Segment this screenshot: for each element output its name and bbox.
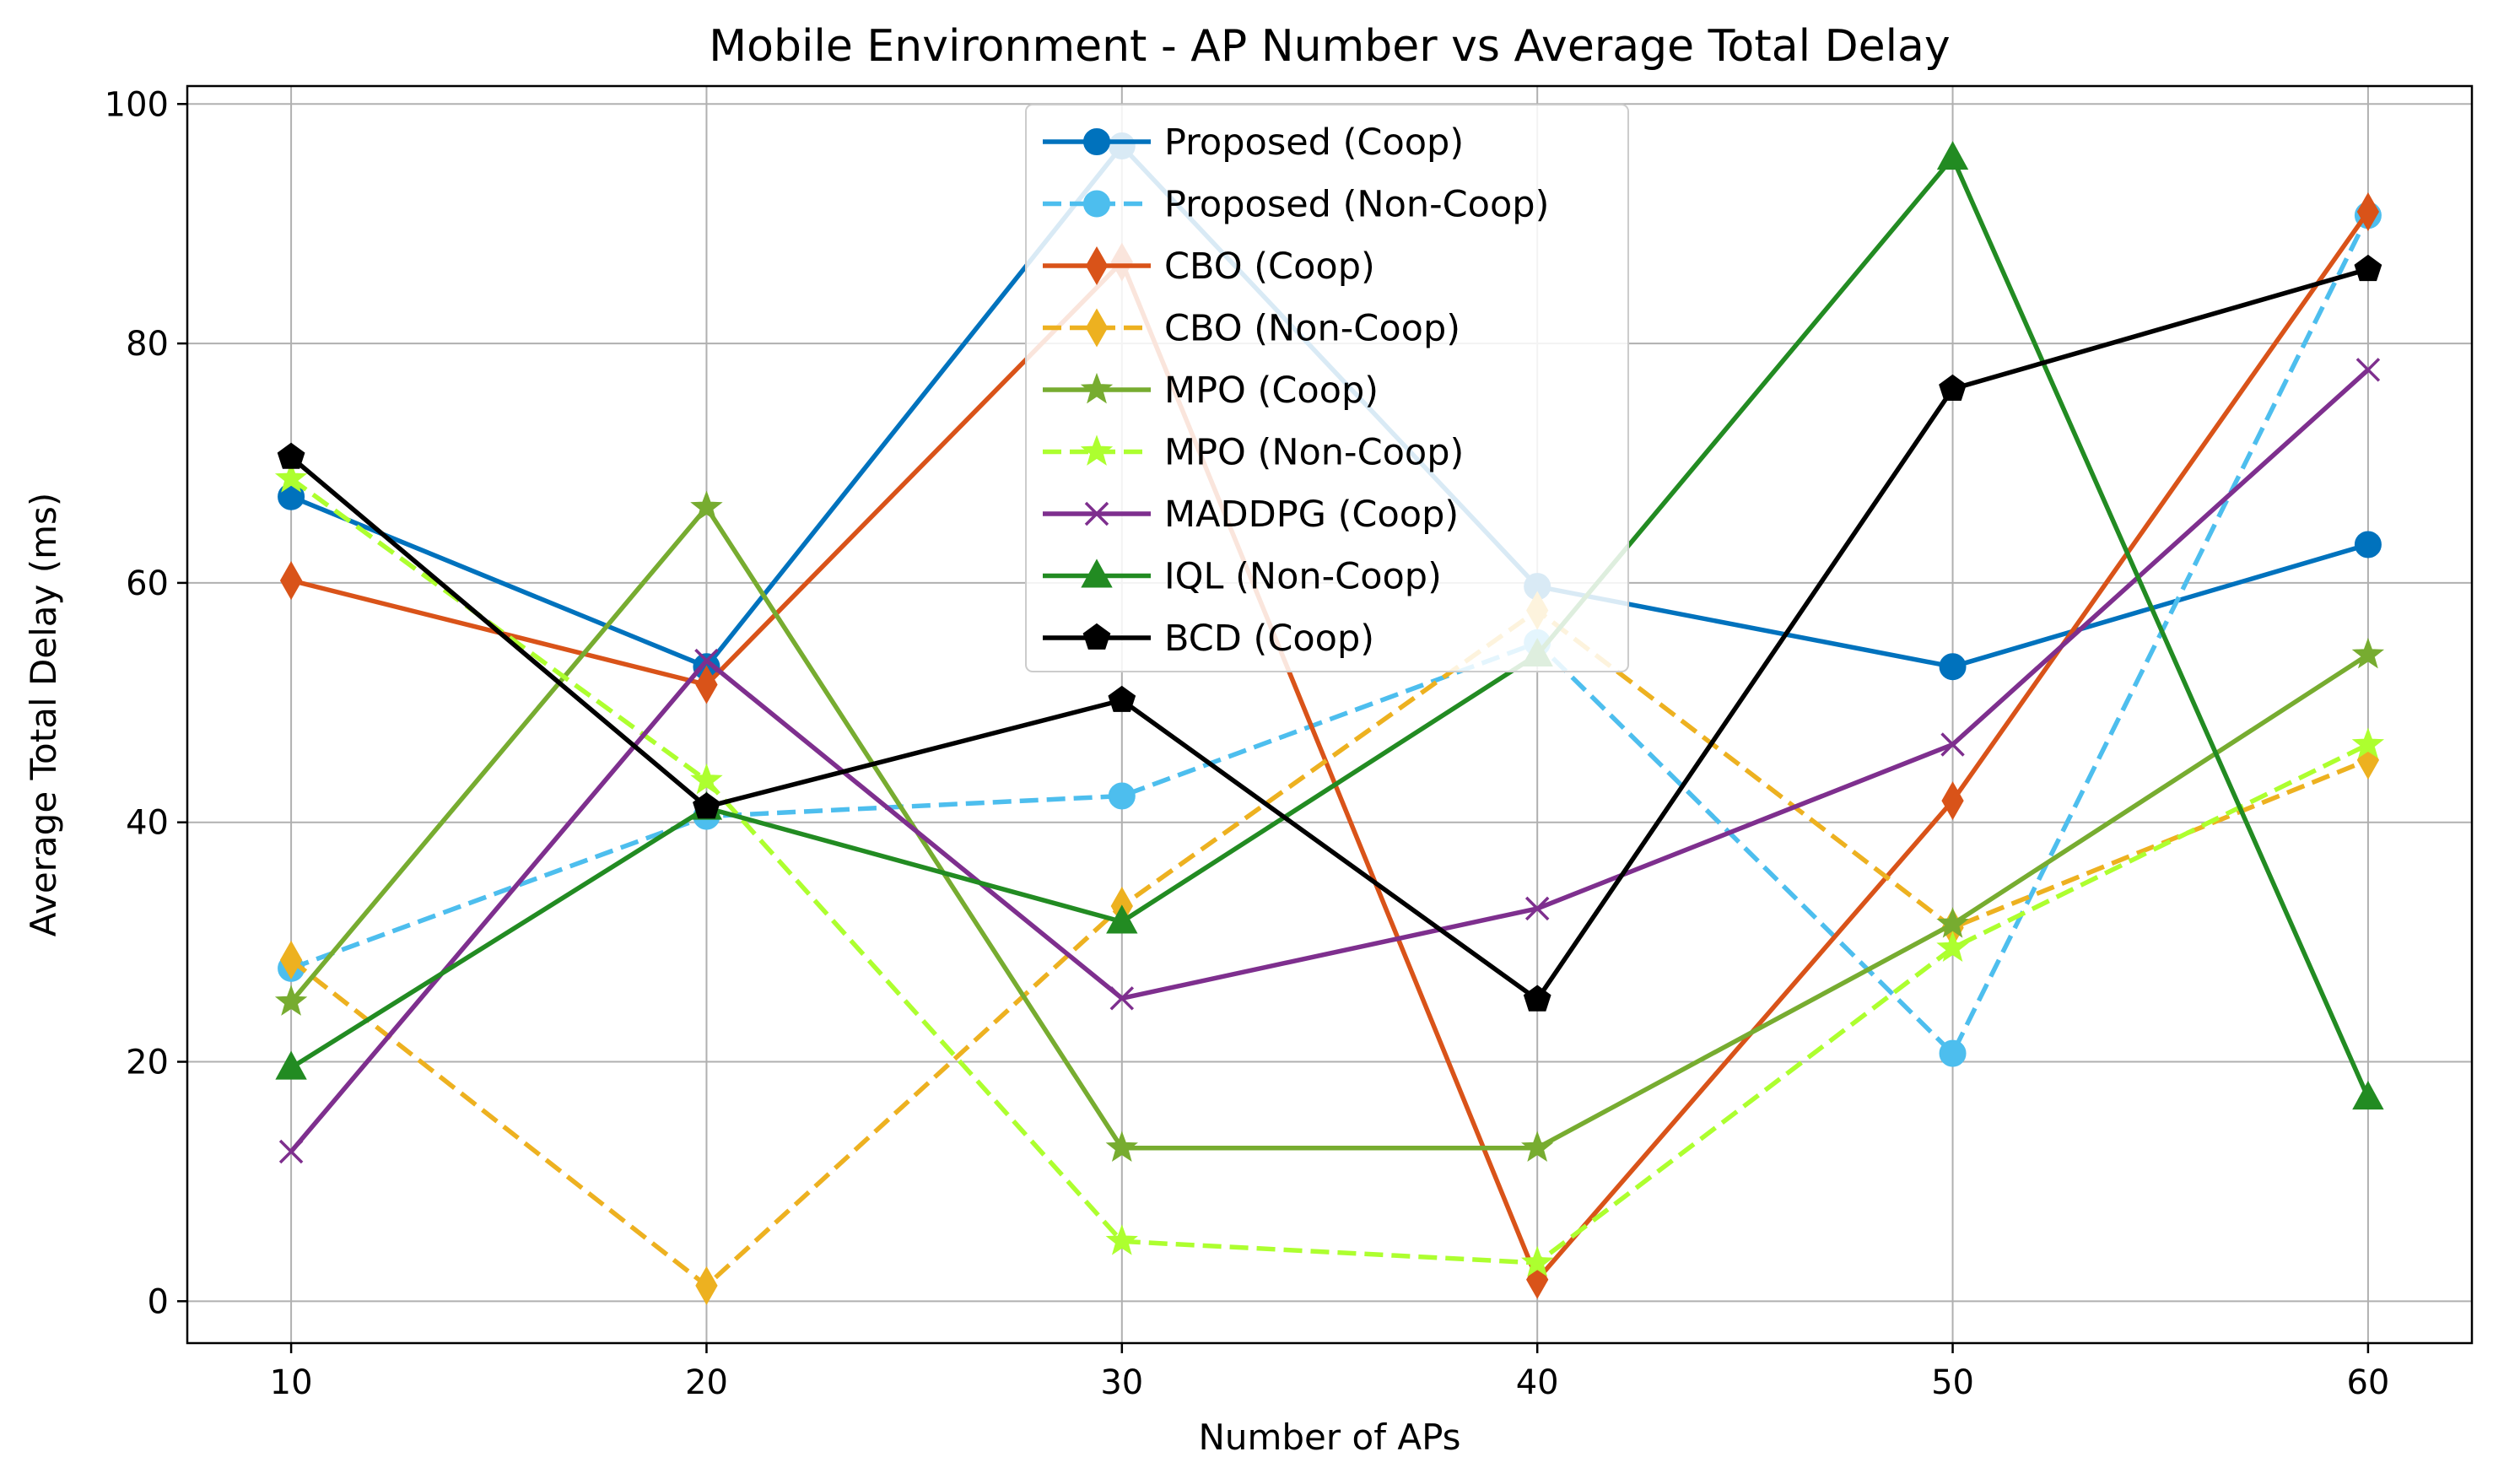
legend-item: IQL (Non-Coop)	[1043, 556, 1442, 598]
series-line	[289, 267, 2369, 1002]
legend-label: Proposed (Non-Coop)	[1164, 184, 1549, 226]
series-line	[289, 607, 2369, 1288]
series-line	[289, 155, 2371, 1099]
data-point	[274, 985, 308, 1016]
data-point	[1109, 986, 1135, 1011]
data-point	[1521, 1131, 1554, 1163]
legend-label: MPO (Non-Coop)	[1164, 432, 1464, 474]
data-point	[694, 648, 719, 673]
legend-marker	[1080, 434, 1114, 466]
data-point	[693, 792, 720, 819]
series-6	[274, 461, 2385, 1277]
data-point	[2351, 727, 2385, 758]
data-point	[1940, 732, 1965, 757]
data-point	[2355, 358, 2381, 382]
legend-label: BCD (Coop)	[1164, 618, 1374, 660]
series-line	[290, 210, 2371, 1282]
legend-item: CBO (Coop)	[1043, 246, 1375, 288]
legend-label: MADDPG (Coop)	[1164, 494, 1459, 536]
legend-label: Proposed (Coop)	[1164, 121, 1464, 164]
y-tick-label: 100	[105, 85, 169, 124]
y-axis-label: Average Total Delay (ms)	[23, 493, 64, 937]
data-point	[1524, 896, 1550, 921]
legend-item: Proposed (Non-Coop)	[1043, 184, 1549, 226]
series-5	[274, 490, 2385, 1163]
data-point	[1939, 1039, 1967, 1067]
data-point	[2351, 637, 2385, 669]
legend-marker	[1082, 623, 1111, 650]
series-7	[278, 358, 2381, 1164]
data-point	[2354, 254, 2382, 282]
data-point	[278, 1139, 304, 1164]
data-point	[1936, 931, 1969, 963]
legend-item: MADDPG (Coop)	[1043, 494, 1459, 536]
legend-item: Proposed (Coop)	[1043, 121, 1464, 164]
legend-item: MPO (Coop)	[1043, 370, 1379, 412]
data-point	[1105, 1224, 1138, 1255]
data-point	[2354, 531, 2382, 559]
legend-marker	[1081, 559, 1113, 588]
data-point	[279, 561, 303, 601]
data-point	[1105, 1131, 1138, 1163]
series-line	[289, 505, 2370, 1151]
data-point	[1108, 685, 1136, 712]
data-point	[274, 461, 308, 493]
y-tick-label: 20	[126, 1044, 169, 1082]
data-point	[275, 1050, 307, 1080]
legend-box	[1025, 104, 1629, 672]
x-tick-label: 60	[2346, 1363, 2389, 1402]
legend-marker	[1085, 308, 1109, 348]
plot-frame	[186, 84, 2474, 1345]
data-point	[2352, 1081, 2384, 1110]
y-tick-label: 60	[126, 564, 169, 603]
x-tick-label: 20	[685, 1363, 728, 1402]
legend-item: BCD (Coop)	[1043, 618, 1374, 660]
legend-marker	[1080, 372, 1114, 404]
data-point	[277, 442, 305, 469]
legend: Proposed (Coop) Proposed (Non-Coop) CBO (C…	[1025, 104, 1629, 672]
data-point	[279, 940, 303, 979]
data-point	[1939, 374, 1967, 401]
data-point	[1523, 985, 1551, 1012]
data-point	[690, 490, 723, 521]
data-point	[1936, 907, 1969, 938]
x-tick-label: 10	[270, 1363, 313, 1402]
data-point	[2356, 192, 2380, 232]
legend-marker	[1083, 128, 1110, 155]
data-point	[1941, 781, 1964, 821]
data-point	[1106, 904, 1138, 934]
series-line	[289, 477, 2370, 1265]
legend-marker	[1084, 501, 1109, 526]
x-tick-label: 50	[1931, 1363, 1974, 1402]
axis-ticks: 10 20 30 40 50 60 0 20 40 60 80 100	[105, 85, 2390, 1402]
data-point	[1521, 1245, 1554, 1277]
x-axis-label: Number of APs	[1198, 1417, 1460, 1458]
legend-item: CBO (Non-Coop)	[1043, 308, 1460, 350]
legend-label: MPO (Coop)	[1164, 370, 1379, 412]
legend-label: CBO (Non-Coop)	[1164, 308, 1460, 350]
data-point	[1939, 653, 1967, 681]
series-line	[289, 368, 2370, 1153]
data-point	[695, 665, 718, 704]
series-8	[275, 141, 2384, 1110]
legend-item: MPO (Non-Coop)	[1043, 432, 1464, 474]
legend-marker	[1085, 246, 1109, 286]
x-tick-label: 40	[1516, 1363, 1559, 1402]
data-point	[1108, 782, 1136, 810]
data-point	[695, 1265, 718, 1305]
series-9	[277, 254, 2382, 1012]
legend-label: IQL (Non-Coop)	[1164, 556, 1442, 598]
y-tick-label: 0	[148, 1282, 169, 1321]
y-tick-label: 40	[126, 804, 169, 843]
data-point	[690, 763, 723, 795]
x-tick-label: 30	[1100, 1363, 1143, 1402]
legend-marker	[1083, 190, 1110, 218]
legend-label: CBO (Coop)	[1164, 246, 1375, 288]
y-tick-label: 80	[126, 325, 169, 364]
data-point	[1936, 141, 1969, 170]
chart-title: Mobile Environment - AP Number vs Averag…	[709, 21, 1950, 72]
